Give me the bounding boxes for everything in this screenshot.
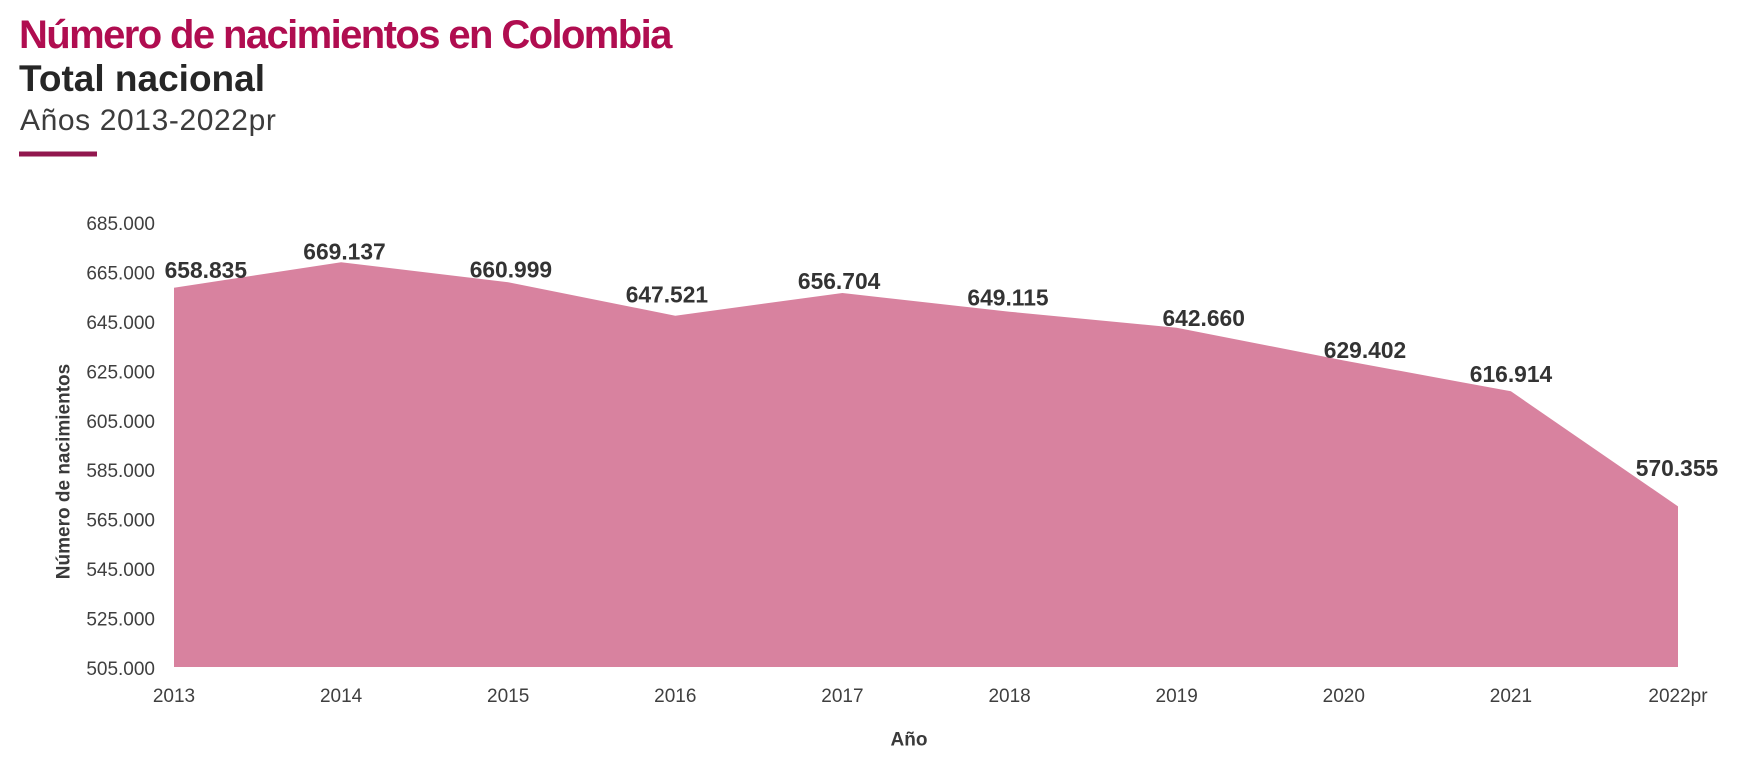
svg-text:Años 2013-2022pr: Años 2013-2022pr	[20, 104, 276, 137]
svg-text:685.000: 685.000	[86, 214, 155, 235]
svg-text:669.137: 669.137	[303, 238, 385, 264]
svg-text:585.000: 585.000	[86, 461, 155, 482]
svg-text:2019: 2019	[1156, 686, 1198, 707]
svg-text:2022pr: 2022pr	[1648, 686, 1708, 707]
svg-text:2016: 2016	[654, 686, 696, 707]
svg-text:Número de nacimientos: Número de nacimientos	[54, 364, 75, 579]
svg-text:Total nacional: Total nacional	[19, 58, 265, 99]
svg-text:Año: Año	[891, 730, 928, 751]
svg-text:2014: 2014	[320, 686, 363, 707]
svg-text:616.914: 616.914	[1470, 361, 1553, 387]
svg-text:658.835: 658.835	[165, 257, 248, 283]
svg-text:545.000: 545.000	[86, 560, 155, 581]
svg-text:605.000: 605.000	[86, 412, 155, 433]
svg-text:629.402: 629.402	[1324, 337, 1406, 363]
svg-text:2021: 2021	[1490, 686, 1532, 707]
svg-text:525.000: 525.000	[86, 610, 155, 631]
svg-text:2018: 2018	[988, 686, 1030, 707]
svg-text:2020: 2020	[1323, 686, 1365, 707]
svg-text:642.660: 642.660	[1162, 305, 1244, 331]
svg-text:565.000: 565.000	[86, 511, 155, 532]
svg-text:505.000: 505.000	[86, 659, 155, 680]
svg-text:660.999: 660.999	[470, 257, 552, 283]
svg-text:Número de nacimientos en Colom: Número de nacimientos en Colombia	[19, 13, 673, 57]
svg-text:645.000: 645.000	[86, 313, 155, 334]
svg-text:570.355: 570.355	[1636, 455, 1719, 481]
svg-text:625.000: 625.000	[86, 362, 155, 383]
svg-text:2017: 2017	[821, 686, 863, 707]
svg-text:649.115: 649.115	[967, 285, 1048, 311]
svg-text:656.704: 656.704	[798, 268, 881, 294]
svg-text:2015: 2015	[487, 686, 529, 707]
svg-text:2013: 2013	[153, 686, 195, 707]
svg-text:665.000: 665.000	[86, 263, 155, 284]
svg-text:647.521: 647.521	[626, 282, 709, 308]
